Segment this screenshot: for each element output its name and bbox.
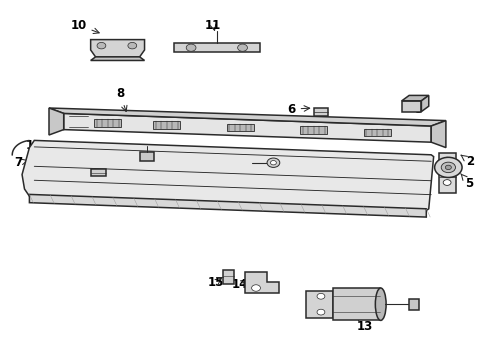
Polygon shape bbox=[300, 126, 327, 134]
Circle shape bbox=[441, 162, 456, 173]
Circle shape bbox=[435, 157, 462, 177]
Polygon shape bbox=[421, 95, 429, 112]
Polygon shape bbox=[306, 291, 333, 318]
Polygon shape bbox=[91, 169, 106, 176]
Polygon shape bbox=[226, 124, 254, 131]
Polygon shape bbox=[91, 57, 145, 60]
Polygon shape bbox=[22, 140, 434, 211]
Polygon shape bbox=[49, 108, 446, 126]
Circle shape bbox=[317, 293, 325, 299]
Polygon shape bbox=[439, 153, 456, 193]
Circle shape bbox=[252, 285, 261, 291]
Polygon shape bbox=[333, 288, 380, 320]
Text: 10: 10 bbox=[70, 19, 99, 33]
Text: 7: 7 bbox=[15, 156, 28, 169]
Text: 11: 11 bbox=[205, 19, 221, 32]
Text: 4: 4 bbox=[236, 154, 256, 167]
Text: 8: 8 bbox=[116, 87, 127, 112]
Text: 9: 9 bbox=[410, 102, 423, 116]
Polygon shape bbox=[402, 95, 429, 101]
Circle shape bbox=[443, 168, 451, 174]
Ellipse shape bbox=[375, 288, 386, 320]
Circle shape bbox=[270, 161, 276, 165]
Polygon shape bbox=[431, 121, 446, 148]
Circle shape bbox=[238, 44, 247, 51]
Polygon shape bbox=[409, 299, 419, 310]
Polygon shape bbox=[49, 108, 64, 135]
Text: 6: 6 bbox=[288, 103, 310, 116]
Circle shape bbox=[445, 165, 451, 170]
Polygon shape bbox=[364, 129, 391, 136]
Text: 5: 5 bbox=[461, 174, 473, 190]
Text: 12: 12 bbox=[48, 163, 86, 176]
Circle shape bbox=[97, 42, 106, 49]
Polygon shape bbox=[94, 120, 122, 127]
Polygon shape bbox=[64, 113, 431, 142]
Text: 2: 2 bbox=[461, 155, 474, 168]
Polygon shape bbox=[91, 40, 145, 57]
Text: 3: 3 bbox=[131, 150, 144, 163]
Text: 14: 14 bbox=[232, 278, 248, 291]
Polygon shape bbox=[174, 43, 260, 52]
Text: 1: 1 bbox=[25, 139, 40, 152]
Circle shape bbox=[128, 42, 137, 49]
Polygon shape bbox=[223, 270, 234, 284]
Polygon shape bbox=[29, 194, 426, 217]
Text: 13: 13 bbox=[357, 315, 373, 333]
Text: 15: 15 bbox=[207, 276, 224, 289]
Circle shape bbox=[267, 158, 280, 167]
Circle shape bbox=[186, 44, 196, 51]
Polygon shape bbox=[140, 152, 154, 161]
Polygon shape bbox=[153, 121, 180, 129]
Polygon shape bbox=[314, 108, 328, 116]
Circle shape bbox=[443, 180, 451, 185]
Polygon shape bbox=[402, 101, 421, 112]
Polygon shape bbox=[245, 272, 279, 293]
Circle shape bbox=[443, 157, 451, 163]
Circle shape bbox=[317, 309, 325, 315]
